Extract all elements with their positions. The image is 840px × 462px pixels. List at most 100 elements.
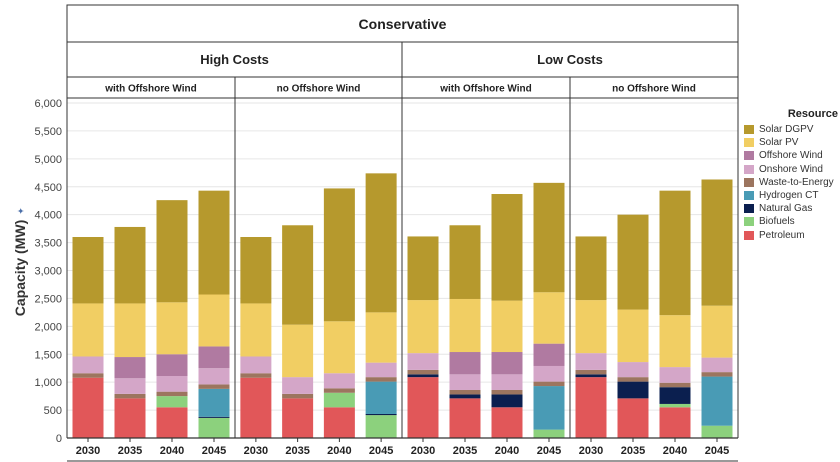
bar-segment-solar-pv[interactable]	[491, 300, 523, 353]
stacked-bar[interactable]	[701, 179, 733, 438]
bar-segment-onshore-wind[interactable]	[114, 378, 146, 394]
bar-segment-solar-dgpv[interactable]	[72, 237, 104, 304]
stacked-bar[interactable]	[198, 190, 230, 438]
legend-item-solar-pv[interactable]: Solar PV	[744, 136, 840, 149]
bar-segment-onshore-wind[interactable]	[659, 367, 691, 383]
bar-segment-biofuels[interactable]	[323, 392, 355, 408]
bar-segment-solar-pv[interactable]	[617, 309, 649, 363]
bar-segment-waste-to-energy[interactable]	[198, 384, 230, 389]
bar-segment-solar-pv[interactable]	[575, 300, 607, 354]
bar-segment-solar-dgpv[interactable]	[240, 237, 272, 304]
legend-item-petroleum[interactable]: Petroleum	[744, 229, 840, 242]
bar-segment-onshore-wind[interactable]	[575, 353, 607, 370]
bar-segment-onshore-wind[interactable]	[533, 365, 565, 382]
bar-segment-onshore-wind[interactable]	[72, 356, 104, 374]
bar-segment-petroleum[interactable]	[282, 398, 314, 438]
bar-segment-biofuels[interactable]	[701, 425, 733, 438]
legend-item-biofuels[interactable]: Biofuels	[744, 215, 840, 228]
bar-segment-solar-pv[interactable]	[659, 315, 691, 368]
bar-segment-waste-to-energy[interactable]	[365, 377, 397, 382]
sort-icon[interactable]: ✦	[16, 207, 26, 215]
stacked-bar[interactable]	[617, 214, 649, 438]
bar-segment-petroleum[interactable]	[617, 398, 649, 438]
bar-segment-solar-pv[interactable]	[407, 300, 439, 354]
bar-segment-solar-dgpv[interactable]	[323, 188, 355, 322]
bar-segment-natural-gas[interactable]	[365, 413, 397, 416]
stacked-bar[interactable]	[282, 225, 314, 438]
bar-segment-natural-gas[interactable]	[491, 394, 523, 408]
bar-segment-hydrogen-ct[interactable]	[198, 388, 230, 417]
legend-item-natural-gas[interactable]: Natural Gas	[744, 202, 840, 215]
bar-segment-petroleum[interactable]	[72, 377, 104, 438]
bar-segment-solar-dgpv[interactable]	[533, 182, 565, 293]
stacked-bar[interactable]	[323, 188, 355, 438]
bar-segment-waste-to-energy[interactable]	[575, 369, 607, 375]
bar-segment-onshore-wind[interactable]	[365, 362, 397, 378]
legend-item-onshore-wind[interactable]: Onshore Wind	[744, 163, 840, 176]
bar-segment-onshore-wind[interactable]	[701, 357, 733, 373]
bar-segment-onshore-wind[interactable]	[156, 376, 188, 392]
bar-segment-waste-to-energy[interactable]	[282, 393, 314, 399]
bar-segment-biofuels[interactable]	[156, 396, 188, 408]
legend-item-waste-to-energy[interactable]: Waste-to-Energy	[744, 176, 840, 189]
bar-segment-waste-to-energy[interactable]	[407, 369, 439, 375]
bar-segment-solar-dgpv[interactable]	[282, 225, 314, 325]
bar-segment-waste-to-energy[interactable]	[701, 372, 733, 377]
bar-segment-biofuels[interactable]	[659, 403, 691, 408]
bar-segment-natural-gas[interactable]	[617, 381, 649, 399]
bar-segment-solar-pv[interactable]	[365, 312, 397, 363]
bar-segment-solar-pv[interactable]	[533, 292, 565, 344]
stacked-bar[interactable]	[407, 236, 439, 438]
legend-item-offshore-wind[interactable]: Offshore Wind	[744, 149, 840, 162]
bar-segment-waste-to-energy[interactable]	[156, 391, 188, 397]
bar-segment-waste-to-energy[interactable]	[491, 389, 523, 395]
bar-segment-solar-pv[interactable]	[282, 324, 314, 378]
bar-segment-solar-dgpv[interactable]	[114, 226, 146, 304]
bar-segment-solar-dgpv[interactable]	[449, 225, 481, 299]
bar-segment-solar-dgpv[interactable]	[575, 236, 607, 301]
bar-segment-petroleum[interactable]	[114, 398, 146, 438]
stacked-bar[interactable]	[156, 200, 188, 438]
bar-segment-offshore-wind[interactable]	[449, 352, 481, 375]
stacked-bar[interactable]	[240, 237, 272, 438]
stacked-bar[interactable]	[533, 182, 565, 438]
bar-segment-offshore-wind[interactable]	[114, 357, 146, 379]
bar-segment-hydrogen-ct[interactable]	[365, 381, 397, 414]
bar-segment-waste-to-energy[interactable]	[323, 388, 355, 393]
stacked-bar[interactable]	[575, 236, 607, 438]
legend-item-hydrogen-ct[interactable]: Hydrogen CT	[744, 189, 840, 202]
stacked-bar[interactable]	[365, 173, 397, 438]
bar-segment-petroleum[interactable]	[323, 407, 355, 438]
bar-segment-petroleum[interactable]	[575, 377, 607, 438]
bar-segment-waste-to-energy[interactable]	[114, 393, 146, 399]
stacked-bar[interactable]	[659, 190, 691, 438]
bar-segment-petroleum[interactable]	[491, 407, 523, 438]
bar-segment-solar-dgpv[interactable]	[659, 190, 691, 316]
bar-segment-waste-to-energy[interactable]	[617, 377, 649, 382]
bar-segment-onshore-wind[interactable]	[323, 373, 355, 389]
bar-segment-petroleum[interactable]	[156, 407, 188, 438]
bar-segment-solar-pv[interactable]	[72, 303, 104, 357]
bar-segment-natural-gas[interactable]	[407, 374, 439, 378]
bar-segment-solar-dgpv[interactable]	[156, 200, 188, 303]
bar-segment-onshore-wind[interactable]	[282, 377, 314, 394]
bar-segment-solar-pv[interactable]	[114, 303, 146, 358]
bar-segment-waste-to-energy[interactable]	[533, 381, 565, 387]
stacked-bar[interactable]	[491, 194, 523, 438]
bar-segment-biofuels[interactable]	[533, 429, 565, 438]
bar-segment-solar-pv[interactable]	[449, 298, 481, 353]
bar-segment-offshore-wind[interactable]	[156, 354, 188, 377]
bar-segment-hydrogen-ct[interactable]	[533, 386, 565, 430]
bar-segment-petroleum[interactable]	[449, 398, 481, 438]
stacked-bar[interactable]	[72, 237, 104, 438]
bar-segment-solar-pv[interactable]	[701, 305, 733, 358]
legend-item-solar-dgpv[interactable]: Solar DGPV	[744, 123, 840, 136]
bar-segment-onshore-wind[interactable]	[240, 356, 272, 374]
stacked-bar[interactable]	[449, 225, 481, 438]
bar-segment-solar-pv[interactable]	[240, 303, 272, 357]
bar-segment-offshore-wind[interactable]	[533, 343, 565, 366]
bar-segment-waste-to-energy[interactable]	[72, 373, 104, 378]
bar-segment-solar-dgpv[interactable]	[701, 179, 733, 306]
bar-segment-onshore-wind[interactable]	[491, 374, 523, 390]
bar-segment-waste-to-energy[interactable]	[449, 389, 481, 395]
